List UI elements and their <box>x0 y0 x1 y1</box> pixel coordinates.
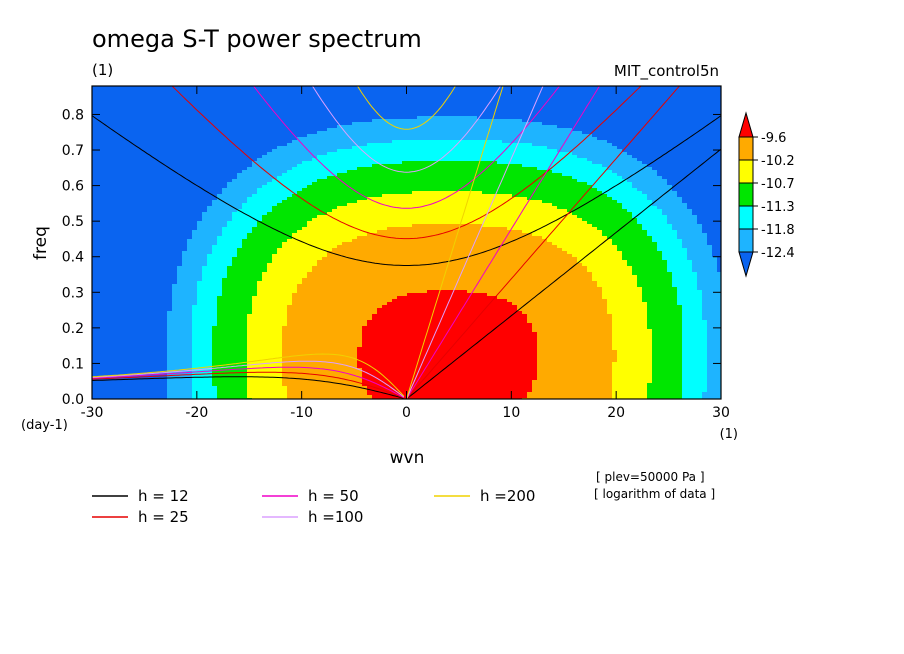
annotation-log: [ logarithm of data ] <box>594 487 715 501</box>
gravity-curve <box>311 86 502 173</box>
gravity-curve <box>252 86 561 209</box>
x-axis-unit: (1) <box>720 427 738 442</box>
y-tick-label: 0.0 <box>62 392 84 408</box>
y-tick-label: 0.7 <box>62 143 84 159</box>
legend-label: h = 50 <box>308 487 359 505</box>
y-tick-label: 0.2 <box>62 321 84 337</box>
x-tick-label: 20 <box>607 405 625 421</box>
colorbar-top-arrow <box>738 111 754 138</box>
dispersion-curves <box>92 86 721 399</box>
colorbar-label: -11.8 <box>761 223 795 238</box>
colorbar-segment <box>738 205 754 230</box>
rossby-curve <box>92 366 405 399</box>
legend: h = 12 h = 25 h = 50 h =100 h =200 <box>92 487 535 526</box>
plot-area <box>91 85 722 400</box>
y-axis-label: freq <box>31 226 51 260</box>
colorbar-label: -11.3 <box>761 200 795 215</box>
x-tick-label: 10 <box>502 405 520 421</box>
colorbar-bottom-arrow <box>738 251 754 278</box>
legend-label: h =200 <box>480 487 535 505</box>
chart-title: omega S-T power spectrum <box>92 25 422 53</box>
y-tick-label: 0.5 <box>62 214 84 230</box>
x-tick-label: -20 <box>185 405 208 421</box>
gravity-curve <box>356 86 457 130</box>
colorbar-segment <box>738 159 754 184</box>
colorbar: -9.6 -10.2 -10.7 -11.3 -11.8 -12.4 <box>738 111 795 278</box>
y-axis-unit: (day-1) <box>21 418 68 433</box>
colorbar-segment <box>738 182 754 207</box>
chart-subtitle-right: MIT_control5n <box>614 62 719 81</box>
chart-subtitle-left: (1) <box>92 61 113 79</box>
x-tick-label: 30 <box>712 405 730 421</box>
y-tick-label: 0.6 <box>62 179 84 195</box>
rossby-curve <box>92 371 405 399</box>
y-tick-label: 0.1 <box>62 356 84 372</box>
x-tick-label: 0 <box>402 405 411 421</box>
colorbar-label: -9.6 <box>761 131 786 146</box>
y-tick-label: 0.4 <box>62 250 84 266</box>
gravity-curve <box>92 115 721 266</box>
legend-label: h =100 <box>308 508 363 526</box>
annotation-plev: [ plev=50000 Pa ] <box>596 470 705 484</box>
power-field <box>92 86 721 399</box>
colorbar-segment <box>738 228 754 253</box>
x-tick-label: -30 <box>81 405 104 421</box>
kelvin-curve <box>406 86 601 399</box>
gravity-curve <box>171 86 642 240</box>
colorbar-segment <box>738 136 754 161</box>
x-axis-label: wvn <box>390 448 425 468</box>
kelvin-curve <box>406 86 544 399</box>
y-tick-label: 0.3 <box>62 285 84 301</box>
rossby-curve <box>92 376 405 399</box>
y-tick-label: 0.8 <box>62 107 84 123</box>
x-axis: -30 -20 -10 0 10 20 30 <box>81 86 730 421</box>
colorbar-label: -12.4 <box>761 246 795 261</box>
legend-label: h = 12 <box>138 487 189 505</box>
x-tick-label: -10 <box>290 405 313 421</box>
colorbar-label: -10.7 <box>761 177 795 192</box>
colorbar-label: -10.2 <box>761 154 795 169</box>
kelvin-curve <box>406 148 721 399</box>
kelvin-curve <box>406 86 504 399</box>
kelvin-curve <box>406 86 681 399</box>
legend-label: h = 25 <box>138 508 189 526</box>
rossby-curve <box>92 353 405 397</box>
rossby-curve <box>92 360 405 398</box>
y-axis: 0.0 0.1 0.2 0.3 0.4 0.5 0.6 0.7 0.8 <box>62 107 721 408</box>
